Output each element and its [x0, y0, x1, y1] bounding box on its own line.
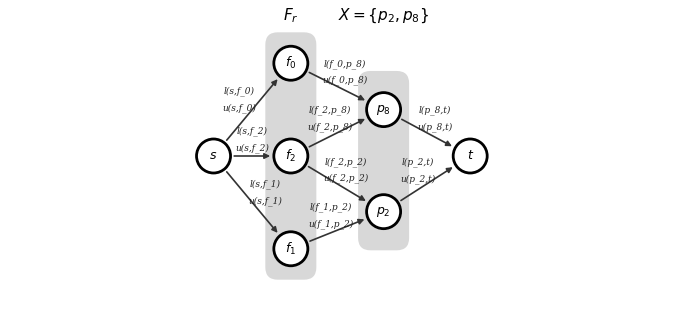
- Text: u(s,f_0): u(s,f_0): [222, 103, 256, 113]
- FancyBboxPatch shape: [265, 32, 316, 280]
- Text: u(p_8,t): u(p_8,t): [417, 122, 453, 132]
- Circle shape: [453, 139, 487, 173]
- Circle shape: [367, 93, 401, 127]
- Text: l(f_0,p_8): l(f_0,p_8): [324, 59, 366, 69]
- Text: u(s,f_1): u(s,f_1): [248, 196, 282, 206]
- Text: u(f_0,p_8): u(f_0,p_8): [322, 76, 367, 85]
- Text: $f_{2}$: $f_{2}$: [286, 148, 297, 164]
- Text: $s$: $s$: [209, 149, 218, 163]
- Text: $F_r$: $F_r$: [283, 6, 299, 25]
- Circle shape: [197, 139, 231, 173]
- Text: u(s,f_2): u(s,f_2): [235, 143, 269, 153]
- Circle shape: [274, 46, 308, 80]
- Text: $X = \{p_2, p_8\}$: $X = \{p_2, p_8\}$: [338, 6, 429, 25]
- Circle shape: [367, 195, 401, 229]
- Text: u(f_2,p_8): u(f_2,p_8): [307, 122, 352, 132]
- Text: l(s,f_1): l(s,f_1): [249, 179, 281, 189]
- Text: l(f_2,p_8): l(f_2,p_8): [308, 105, 351, 115]
- Text: l(p_8,t): l(p_8,t): [419, 105, 451, 115]
- Text: $t$: $t$: [466, 149, 474, 163]
- Text: l(f_1,p_2): l(f_1,p_2): [310, 202, 352, 212]
- Text: $p_{8}$: $p_{8}$: [376, 103, 391, 117]
- Circle shape: [274, 139, 308, 173]
- Text: u(p_2,t): u(p_2,t): [400, 174, 435, 184]
- Text: $p_{2}$: $p_{2}$: [376, 205, 391, 219]
- Text: u(f_2,p_2): u(f_2,p_2): [324, 173, 369, 183]
- FancyBboxPatch shape: [358, 71, 409, 250]
- Text: $f_{0}$: $f_{0}$: [285, 55, 297, 71]
- Circle shape: [274, 232, 308, 266]
- Text: l(s,f_2): l(s,f_2): [237, 127, 267, 136]
- Text: $f_{1}$: $f_{1}$: [286, 241, 297, 257]
- Text: l(f_2,p_2): l(f_2,p_2): [325, 157, 367, 167]
- Text: l(p_2,t): l(p_2,t): [401, 157, 434, 167]
- Text: u(f_1,p_2): u(f_1,p_2): [308, 219, 353, 229]
- Text: l(s,f_0): l(s,f_0): [224, 86, 254, 96]
